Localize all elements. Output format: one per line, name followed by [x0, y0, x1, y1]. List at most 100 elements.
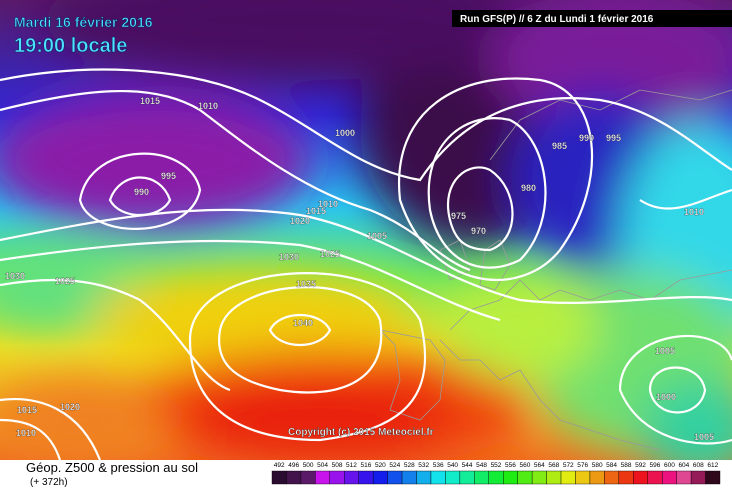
scale-label: 516: [361, 462, 372, 469]
scale-swatch: [618, 470, 634, 485]
isobar-label: 1005: [367, 231, 387, 241]
isobar-label: 1015: [17, 405, 37, 415]
scale-swatch: [546, 470, 562, 485]
isobar-label: 1000: [335, 128, 355, 138]
scale-swatch: [401, 470, 417, 485]
isobar-label: 1035: [296, 279, 316, 289]
scale-label: 548: [476, 462, 487, 469]
scale-label: 580: [592, 462, 603, 469]
scale-label: 532: [418, 462, 429, 469]
scale-label: 576: [577, 462, 588, 469]
scale-label: 556: [505, 462, 516, 469]
scale-label: 528: [404, 462, 415, 469]
scale-swatch: [661, 470, 677, 485]
lead-time: (+ 372h): [30, 477, 68, 488]
scale-swatch: [474, 470, 489, 485]
copyright: Copyright (c) 2015 Meteociel.fr: [288, 427, 434, 438]
isobar-label: 1010: [684, 207, 704, 217]
scale-swatch: [690, 470, 706, 485]
isobar-label: 1005: [655, 346, 675, 356]
scale-swatch: [271, 470, 287, 485]
scale-label: 544: [462, 462, 473, 469]
scale-swatch: [300, 470, 316, 485]
scale-swatch: [604, 470, 620, 485]
color-scale: 492 496 500 504 508 512 516 520 524 528 532 536 540 5…: [271, 462, 721, 485]
scale-label: 592: [635, 462, 646, 469]
scale-swatch: [589, 470, 605, 485]
scale-label: 508: [332, 462, 343, 469]
scale-swatch: [459, 470, 475, 485]
scale-label: 540: [447, 462, 458, 469]
isobar-label: 1040: [293, 318, 313, 328]
isobar-label: 1000: [656, 392, 676, 402]
isobar-label: 1010: [318, 199, 338, 209]
isobar-label: 1025: [320, 249, 340, 259]
scale-swatch: [315, 470, 331, 485]
scale-swatch: [517, 470, 533, 485]
scale-label: 588: [621, 462, 632, 469]
isobar-label: 1030: [279, 252, 299, 262]
scale-label: 512: [346, 462, 357, 469]
scale-swatch: [416, 470, 432, 485]
scale-swatch: [647, 470, 663, 485]
caption: Géop. Z500 & pression au sol: [26, 460, 198, 475]
scale-label: 520: [375, 462, 386, 469]
isobar-label: 970: [471, 226, 486, 236]
isobar-label: 1020: [60, 402, 80, 412]
scale-label: 596: [650, 462, 661, 469]
scale-label: 600: [664, 462, 675, 469]
isobar-label: 1015: [306, 206, 326, 216]
scale-swatch: [358, 470, 374, 485]
isobar-label: 985: [552, 141, 567, 151]
scale-swatch: [430, 470, 446, 485]
scale-swatch: [575, 470, 591, 485]
scale-swatch: [633, 470, 648, 485]
scale-label: 552: [491, 462, 502, 469]
forecast-time: 19:00 locale: [14, 35, 127, 57]
scale-label: 524: [389, 462, 400, 469]
scale-swatch: [329, 470, 345, 485]
isobar-label: 1005: [694, 432, 714, 442]
isobar-label: 990: [134, 187, 149, 197]
scale-swatch: [372, 470, 388, 485]
isobar-label: 990: [579, 133, 594, 143]
isobar-label: 1010: [16, 428, 36, 438]
isobar-label: 995: [606, 133, 621, 143]
scale-label: 608: [693, 462, 704, 469]
scale-label: 612: [707, 462, 718, 469]
isobar-label: 1015: [140, 96, 160, 106]
scale-swatch: [387, 470, 403, 485]
scale-label: 604: [678, 462, 689, 469]
scale-swatch: [705, 470, 721, 485]
scale-label: 536: [433, 462, 444, 469]
scale-swatch: [560, 470, 576, 485]
scale-swatch: [488, 470, 504, 485]
run-info: Run GFS(P) // 6 Z du Lundi 1 février 201…: [460, 14, 654, 25]
isobar-label: 975: [451, 211, 466, 221]
isobar-label: 1020: [290, 216, 310, 226]
isobar-label: 995: [161, 171, 176, 181]
scale-label: 564: [534, 462, 545, 469]
isobar-label: 1010: [198, 101, 218, 111]
scale-label: 504: [317, 462, 328, 469]
scale-label: 492: [274, 462, 285, 469]
scale-label: 500: [303, 462, 314, 469]
scale-swatch: [286, 470, 302, 485]
scale-swatch: [676, 470, 692, 485]
isobar-label: 1025: [55, 276, 75, 286]
run-box: [452, 10, 732, 27]
scale-label: 572: [563, 462, 574, 469]
isobar-label: 1030: [5, 271, 25, 281]
scale-label: 568: [548, 462, 559, 469]
scale-label: 496: [288, 462, 299, 469]
scale-label: 584: [606, 462, 617, 469]
scale-label: 560: [519, 462, 530, 469]
header: Mardi 16 février 2016 19:00 locale Run G…: [14, 10, 732, 57]
scale-swatch: [445, 470, 461, 485]
scale-swatch: [344, 470, 359, 485]
forecast-date: Mardi 16 février 2016: [14, 14, 153, 30]
